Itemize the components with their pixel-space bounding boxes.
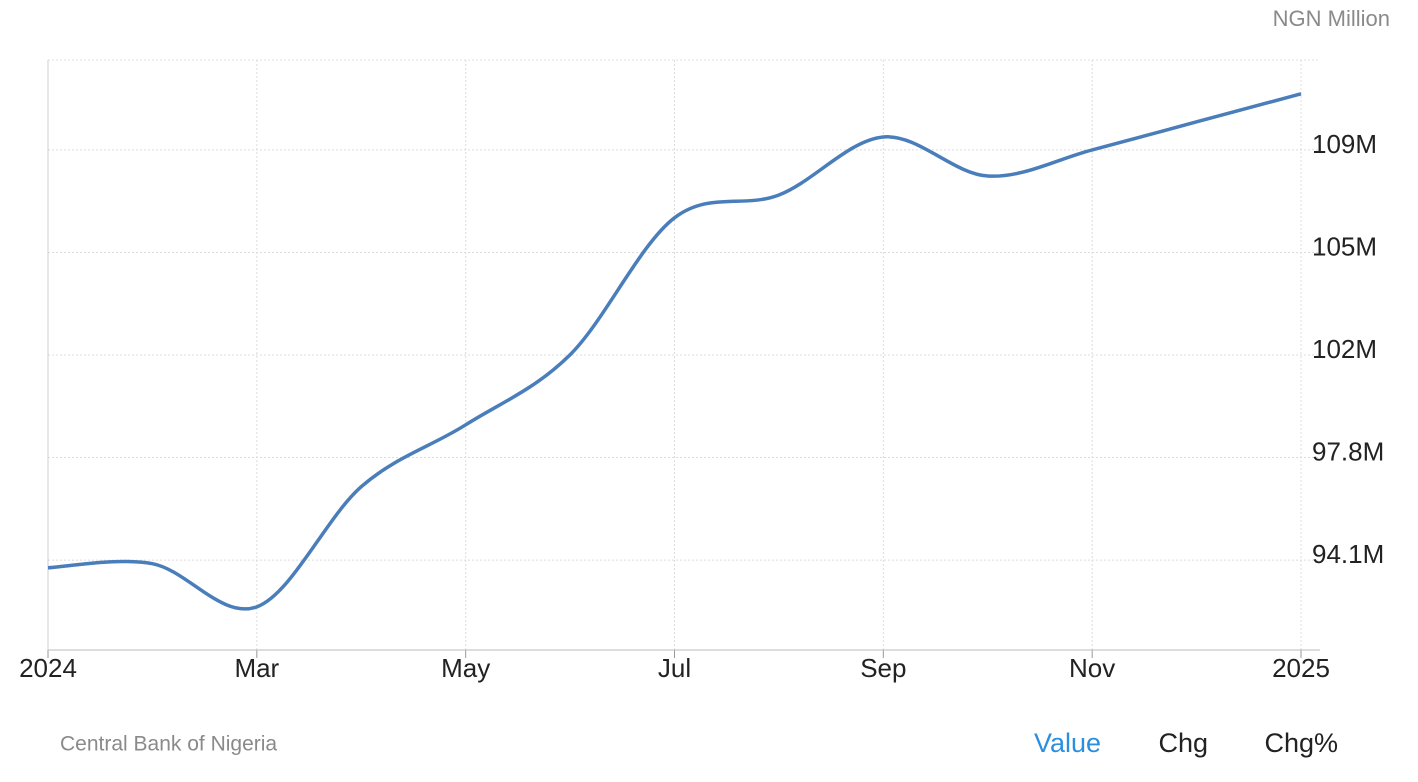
x-tick-label: 2025 <box>1272 653 1330 683</box>
y-tick-label: 105M <box>1312 231 1377 261</box>
y-tick-label: 102M <box>1312 334 1377 364</box>
x-tick-label: Sep <box>860 653 906 683</box>
unit-label: NGN Million <box>1273 6 1390 31</box>
chg-pct-button[interactable]: Chg% <box>1264 728 1338 758</box>
y-tick-label: 94.1M <box>1312 539 1384 569</box>
x-tick-label: 2024 <box>19 653 77 683</box>
source: Central Bank of Nigeria <box>60 733 277 756</box>
x-tick-label: Jul <box>658 653 691 683</box>
x-tick-label: Nov <box>1069 653 1115 683</box>
x-tick-label: Mar <box>234 653 279 683</box>
chg-button[interactable]: Chg <box>1158 728 1208 758</box>
y-tick-label: 109M <box>1312 129 1377 159</box>
x-tick-label: May <box>441 653 490 683</box>
value-button[interactable]: Value <box>1034 728 1101 758</box>
y-tick-label: 97.8M <box>1312 436 1384 466</box>
line-series <box>47 92 1302 611</box>
